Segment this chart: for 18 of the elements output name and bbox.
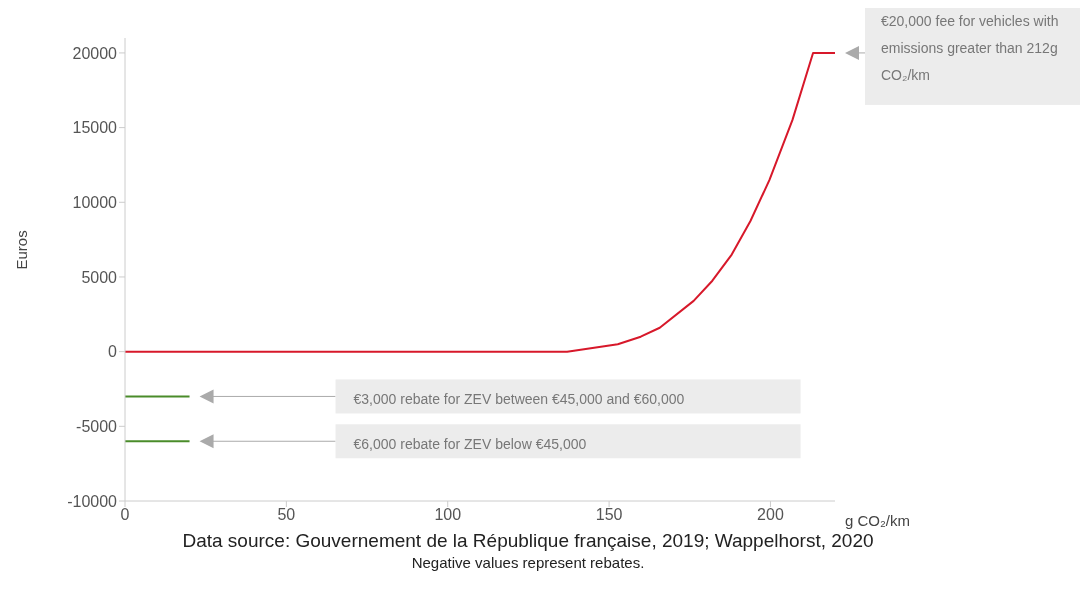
y-tick-label: 5000	[81, 268, 118, 286]
text: €20,000 fee for vehicles with emissions greater than 212g CO₂/km	[880, 11, 1060, 85]
y-tick-label: -10000	[67, 492, 118, 510]
text: Negative values represent rebates.	[410, 554, 646, 571]
x-tick-label: 0	[120, 506, 130, 524]
y-tick-label: 0	[108, 343, 118, 361]
x-axis-title: g CO₂/km	[845, 512, 910, 530]
x-tick-label: 50	[277, 506, 296, 524]
y-tick-label: 15000	[72, 119, 118, 137]
y-tick-label: 20000	[72, 44, 118, 62]
x-tick-label: 150	[595, 506, 623, 524]
x-tick-label: 200	[757, 506, 784, 524]
source-note: Data source: Gouvernement de la République française, 2019; Wappelhorst, 2020	[181, 530, 875, 552]
y-tick-label: 10000	[72, 193, 118, 211]
x-tick-label: 100	[434, 506, 462, 524]
y-tick-label: -5000	[76, 418, 118, 435]
y-axis-title: Euros	[13, 230, 31, 270]
line-series	[125, 51, 835, 353]
